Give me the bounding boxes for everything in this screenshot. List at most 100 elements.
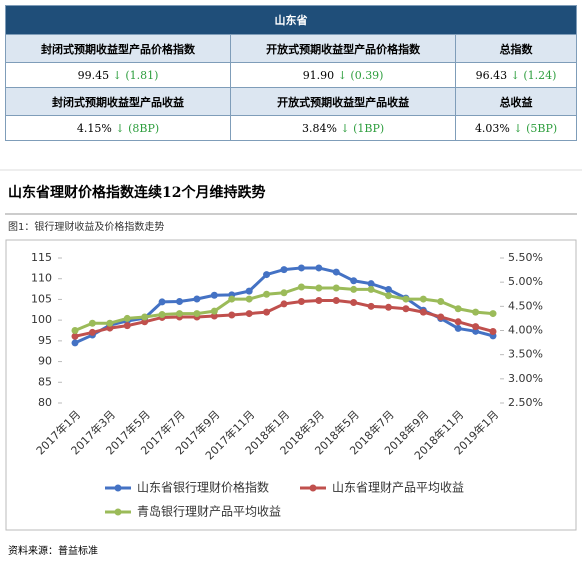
point (315, 264, 323, 272)
legend-label: 山东省银行理财价格指数 (137, 480, 269, 495)
point (472, 308, 480, 316)
point (123, 322, 131, 330)
y2-tick-label: 5.50% (508, 251, 543, 264)
point (350, 277, 358, 285)
cell-change: ↓ (1.81) (112, 68, 159, 82)
point (71, 339, 79, 347)
point (263, 271, 271, 279)
point (437, 313, 445, 321)
point (315, 297, 323, 305)
y-tick-label: 110 (31, 272, 52, 285)
point (332, 297, 340, 305)
point (402, 305, 410, 313)
source: 资料来源：普益标准 (8, 544, 98, 557)
table-cell: 4.03% ↓ (5BP) (455, 115, 577, 141)
point (297, 298, 305, 305)
y2-tick-label: 2.50% (508, 396, 543, 409)
point (489, 310, 497, 318)
point (402, 295, 410, 303)
point (193, 310, 201, 318)
table-cell: 91.90 ↓ (0.39) (230, 62, 457, 88)
y2-tick-label: 4.50% (508, 299, 543, 312)
point (350, 298, 358, 306)
table-cell: 开放式预期收益型产品收益 (230, 87, 457, 116)
point (158, 298, 166, 306)
cell-value: 4.03% (474, 121, 510, 135)
cell-change: ↓ (5BP) (513, 121, 558, 135)
point (141, 313, 149, 321)
y-tick-label: 95 (38, 334, 52, 347)
table-title: 山东省 (5, 5, 577, 35)
point (367, 302, 375, 310)
point (419, 295, 427, 303)
point (454, 305, 462, 313)
y2-tick-label: 5.00% (508, 275, 543, 288)
legend-marker (114, 508, 122, 516)
table-cell: 3.84% ↓ (1BP) (230, 115, 457, 141)
cell-change: ↓ (1.24) (510, 68, 557, 82)
y-tick-label: 90 (38, 355, 52, 368)
y2-tick-label: 3.50% (508, 348, 543, 361)
table-cell: 封闭式预期收益型产品收益 (4, 87, 232, 116)
point (210, 291, 218, 299)
point (437, 298, 445, 305)
legend-marker (114, 484, 122, 492)
point (280, 266, 288, 274)
cell-value: 96.43 (475, 68, 508, 82)
point (419, 308, 427, 316)
point (176, 310, 183, 318)
point (472, 323, 480, 331)
legend-label: 山东省理财产品平均收益 (332, 481, 464, 495)
y-tick-label: 85 (38, 375, 52, 388)
y-tick-label: 115 (31, 251, 52, 264)
y-tick-label: 105 (31, 292, 52, 305)
y-tick-label: 100 (31, 313, 52, 326)
y2-tick-label: 4.00% (508, 324, 543, 337)
point (123, 314, 131, 322)
point (210, 312, 218, 320)
point (228, 295, 236, 303)
point (228, 311, 236, 319)
point (263, 308, 271, 316)
cell-change: ↓ (0.39) (337, 68, 384, 82)
table-cell: 总指数 (455, 34, 577, 63)
point (454, 318, 462, 326)
point (367, 285, 375, 293)
table-cell: 4.15% ↓ (8BP) (4, 115, 232, 141)
cell-change: ↓ (8BP) (115, 121, 160, 135)
summary-table: 山东省 封闭式预期收益型产品价格指数 开放式预期收益型产品价格指数 总指数 99.45… (4, 5, 577, 141)
point (88, 319, 96, 327)
point (385, 285, 392, 293)
point (71, 327, 79, 334)
y2-tick-label: 3.00% (508, 372, 543, 385)
point (367, 280, 375, 288)
point (385, 303, 392, 311)
point (263, 290, 271, 298)
point (245, 310, 253, 318)
point (297, 283, 305, 291)
point (280, 289, 288, 297)
point (106, 319, 114, 327)
y-tick-label: 80 (38, 396, 52, 409)
cell-value: 4.15% (76, 121, 112, 135)
point (88, 328, 96, 336)
cell-value: 3.84% (301, 121, 337, 135)
legend-marker (309, 484, 317, 492)
point (141, 318, 149, 326)
point (315, 284, 323, 292)
point (245, 295, 253, 303)
point (297, 264, 305, 272)
point (210, 307, 218, 315)
table-cell: 99.45 ↓ (1.81) (4, 62, 232, 88)
cell-change: ↓ (1BP) (340, 121, 385, 135)
table-cell: 总收益 (455, 87, 577, 116)
point (106, 324, 114, 332)
point (193, 295, 201, 303)
chart-subtitle: 图1：银行理财收益及价格指数走势 (8, 220, 164, 233)
point (176, 298, 183, 305)
point (280, 300, 288, 308)
point (350, 285, 358, 293)
point (454, 324, 462, 332)
